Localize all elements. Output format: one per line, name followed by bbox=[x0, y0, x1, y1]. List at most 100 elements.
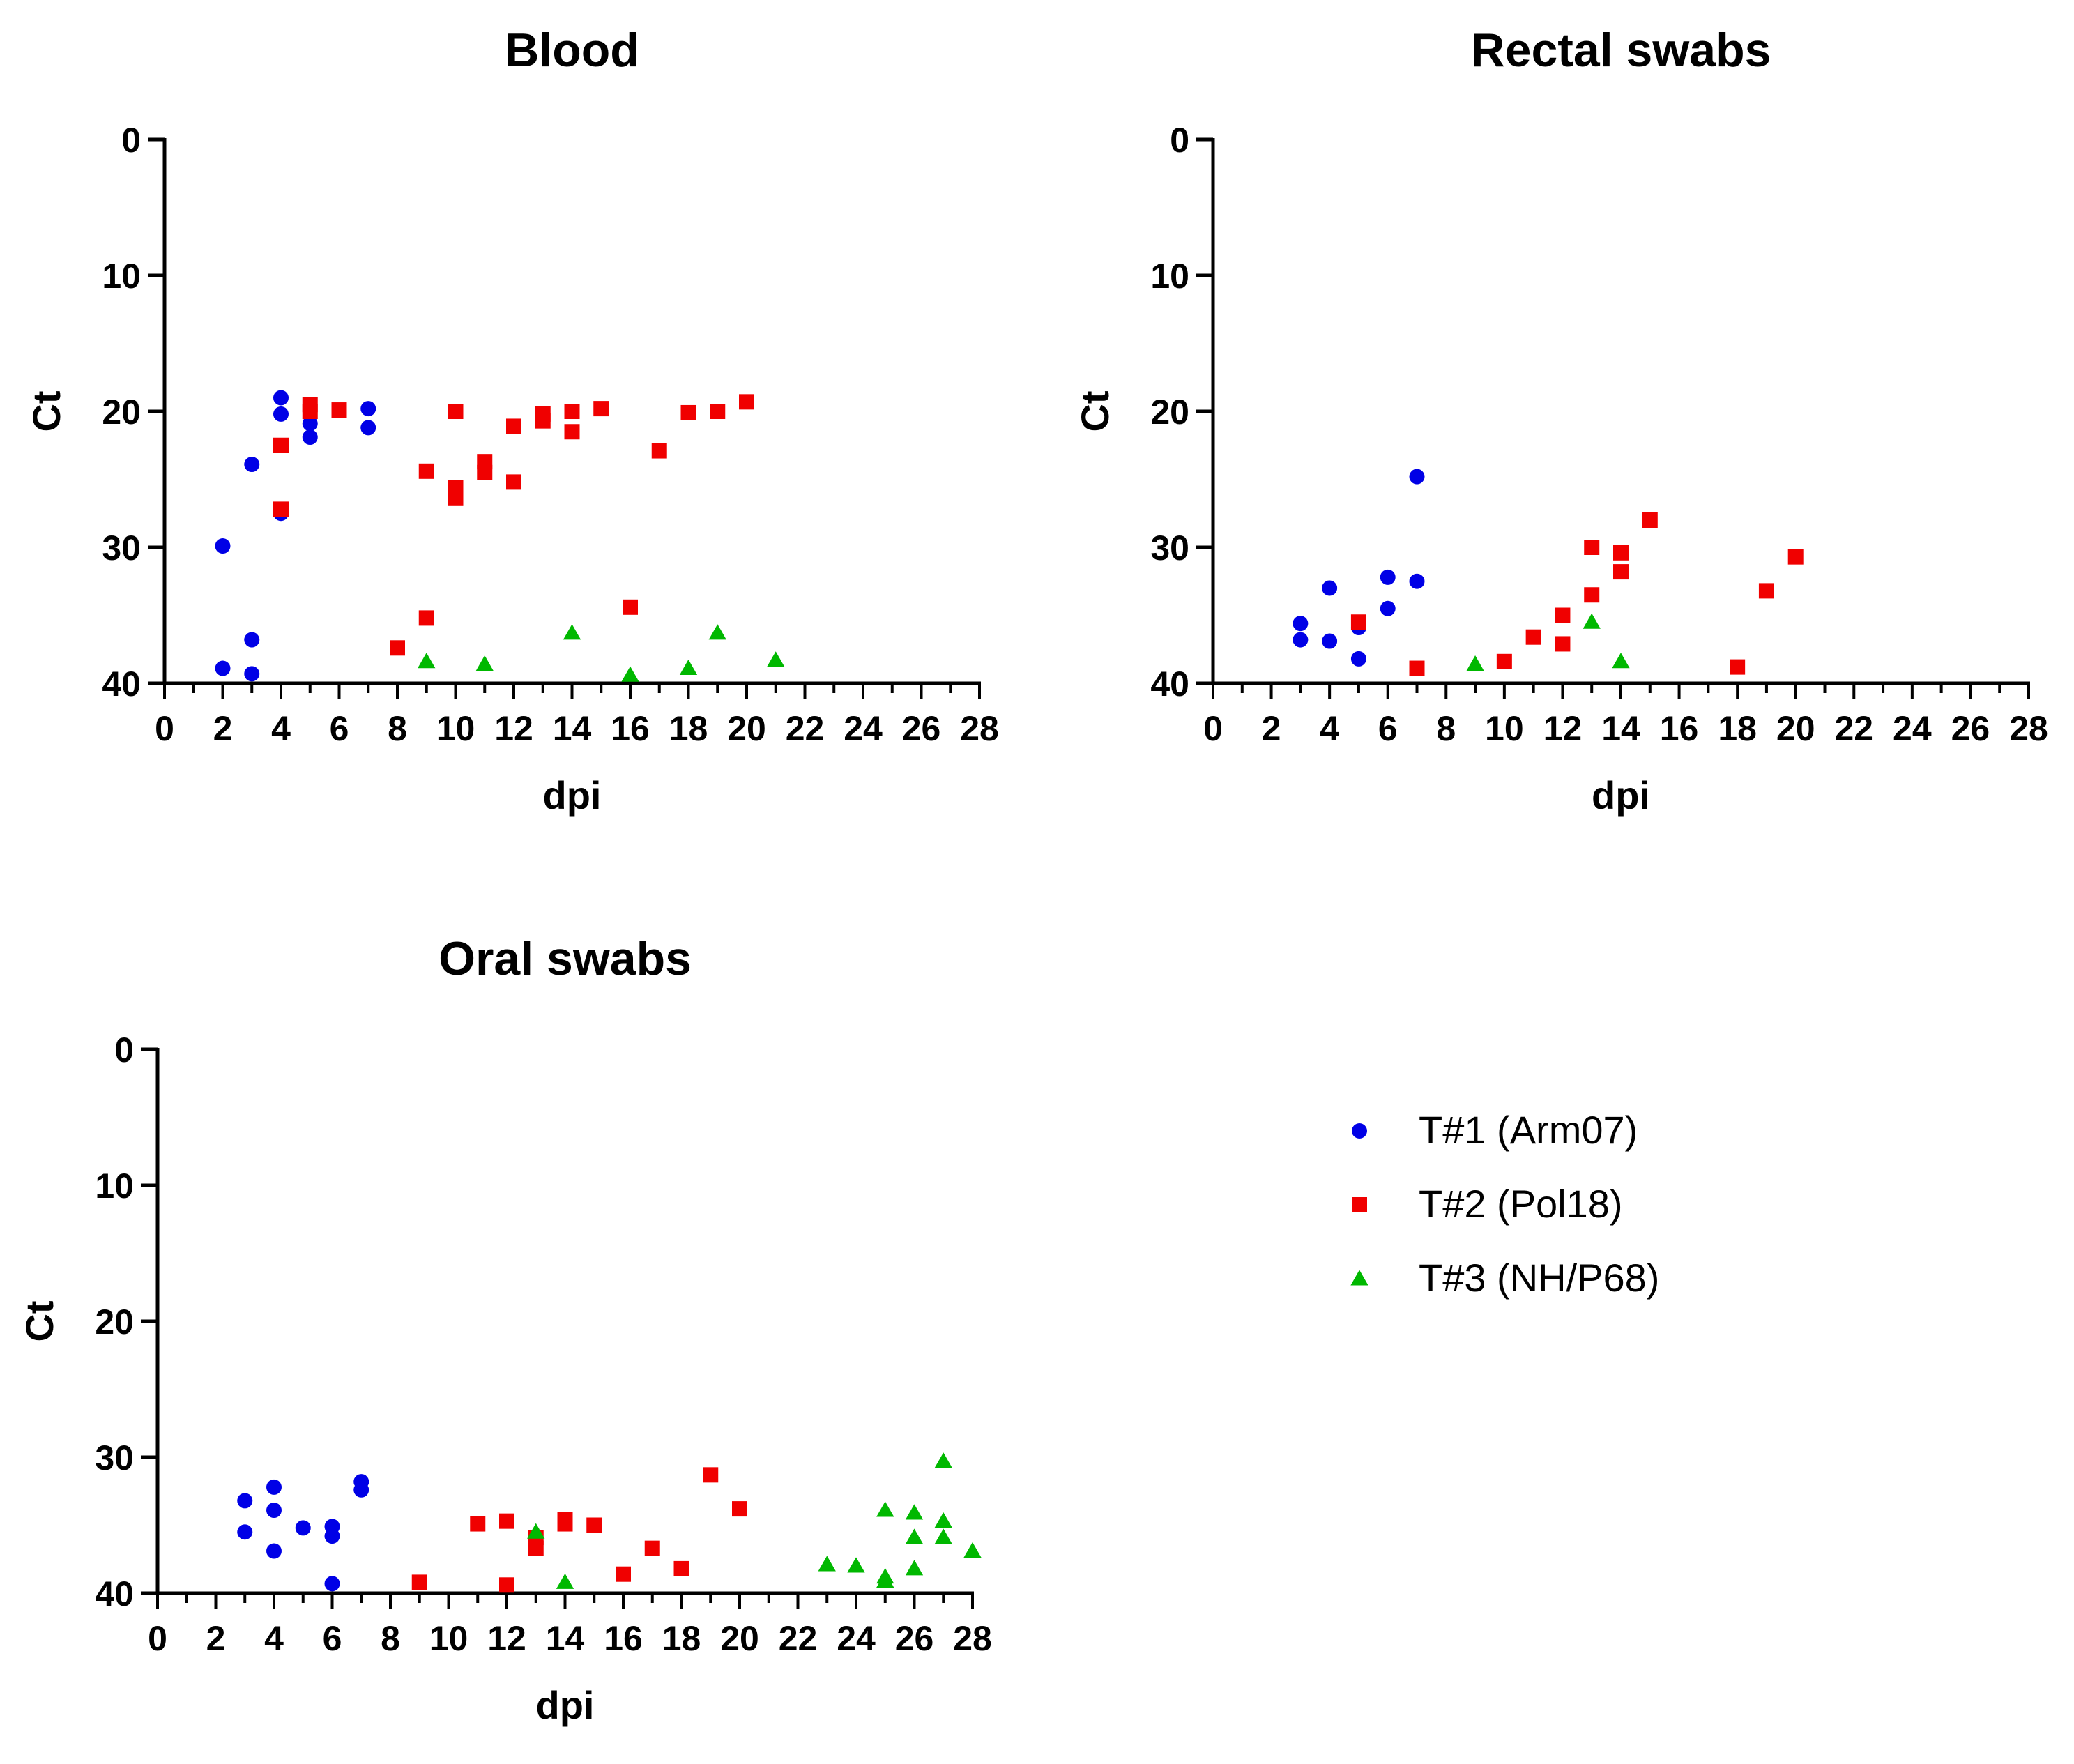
data-point-t3 bbox=[905, 1560, 924, 1576]
legend-item-t1: T#1 (Arm07) bbox=[1352, 1108, 1638, 1152]
data-point-t2 bbox=[506, 418, 521, 434]
data-point-t2 bbox=[703, 1467, 719, 1483]
x-tick-label: 10 bbox=[429, 1619, 468, 1658]
y-tick-label: 10 bbox=[102, 257, 141, 296]
data-point-t1 bbox=[215, 538, 231, 554]
data-point-t1 bbox=[1322, 633, 1338, 649]
x-tick-label: 22 bbox=[786, 709, 825, 748]
legend-marker-square bbox=[1352, 1197, 1367, 1212]
data-point-t1 bbox=[1350, 651, 1366, 667]
data-point-t1 bbox=[273, 390, 289, 406]
x-tick-label: 16 bbox=[1660, 709, 1699, 748]
data-point-t2 bbox=[1555, 636, 1571, 652]
x-tick-label: 8 bbox=[388, 709, 407, 748]
series-t1 bbox=[215, 390, 376, 682]
x-tick-label: 6 bbox=[323, 1619, 342, 1658]
legend-label-t3: T#3 (NH/P68) bbox=[1419, 1256, 1659, 1300]
data-point-t3 bbox=[963, 1542, 982, 1558]
data-point-t1 bbox=[237, 1493, 253, 1509]
data-point-t3 bbox=[876, 1501, 894, 1517]
data-point-t1 bbox=[1380, 569, 1396, 585]
data-point-t3 bbox=[621, 666, 639, 682]
x-tick-label: 0 bbox=[155, 709, 174, 748]
legend-square-icon bbox=[1352, 1197, 1367, 1212]
data-point-t2 bbox=[390, 640, 405, 656]
x-tick-label: 2 bbox=[1262, 709, 1281, 748]
data-point-t2 bbox=[1350, 614, 1366, 630]
x-tick-label: 28 bbox=[960, 709, 999, 748]
x-tick-label: 24 bbox=[1893, 709, 1932, 748]
data-point-t1 bbox=[266, 1503, 282, 1519]
y-tick-label: 0 bbox=[121, 121, 141, 160]
series-t2 bbox=[411, 1467, 747, 1593]
data-point-t1 bbox=[266, 1479, 282, 1495]
y-tick-label: 10 bbox=[95, 1166, 134, 1206]
data-point-t2 bbox=[499, 1577, 514, 1593]
legend-circle-icon bbox=[1352, 1123, 1367, 1139]
data-point-t1 bbox=[1322, 580, 1338, 596]
data-point-t1 bbox=[244, 666, 260, 682]
x-tick-label: 26 bbox=[902, 709, 941, 748]
legend: T#1 (Arm07) T#2 (Pol18) T#3 (NH/P68) bbox=[1350, 1108, 1659, 1300]
chart-title: Oral swabs bbox=[439, 932, 692, 985]
data-point-t2 bbox=[1613, 545, 1629, 561]
data-point-t1 bbox=[215, 660, 231, 676]
x-axis-label: dpi bbox=[1592, 773, 1650, 817]
data-point-t1 bbox=[244, 457, 260, 473]
y-axis-label: Ct bbox=[24, 390, 68, 432]
data-point-t1 bbox=[1409, 469, 1425, 485]
legend-label-t2: T#2 (Pol18) bbox=[1419, 1182, 1623, 1226]
x-tick-label: 20 bbox=[727, 709, 766, 748]
x-tick-label: 0 bbox=[1203, 709, 1223, 748]
data-point-t2 bbox=[739, 394, 754, 410]
data-point-t1 bbox=[1293, 616, 1309, 632]
data-point-t1 bbox=[360, 420, 376, 436]
series-t2 bbox=[273, 394, 754, 656]
data-point-t2 bbox=[506, 474, 521, 490]
data-point-t2 bbox=[411, 1574, 427, 1590]
x-tick-label: 6 bbox=[330, 709, 349, 748]
x-tick-label: 4 bbox=[264, 1619, 284, 1658]
data-point-t1 bbox=[266, 1543, 282, 1559]
data-point-t2 bbox=[1584, 540, 1600, 555]
data-point-t2 bbox=[448, 404, 464, 419]
data-point-t2 bbox=[1642, 512, 1658, 528]
data-point-t2 bbox=[331, 402, 347, 418]
data-point-t2 bbox=[477, 464, 493, 480]
y-tick-label: 10 bbox=[1150, 257, 1189, 296]
data-point-t2 bbox=[1496, 653, 1512, 669]
x-tick-label: 12 bbox=[1543, 709, 1583, 748]
y-tick-label: 20 bbox=[102, 393, 141, 432]
data-point-t2 bbox=[528, 1540, 544, 1556]
series-t1 bbox=[1293, 469, 1425, 667]
data-point-t2 bbox=[418, 610, 434, 626]
data-point-t2 bbox=[1758, 583, 1774, 599]
x-tick-label: 26 bbox=[895, 1619, 934, 1658]
data-point-t1 bbox=[360, 401, 376, 417]
data-point-t3 bbox=[1612, 653, 1630, 669]
data-point-t2 bbox=[1787, 549, 1804, 565]
x-tick-label: 14 bbox=[546, 1619, 585, 1658]
data-point-t2 bbox=[616, 1566, 631, 1582]
data-point-t2 bbox=[1555, 607, 1571, 623]
x-tick-label: 26 bbox=[1951, 709, 1990, 748]
x-tick-label: 12 bbox=[487, 1619, 526, 1658]
data-point-t2 bbox=[535, 413, 551, 429]
x-tick-label: 18 bbox=[1718, 709, 1757, 748]
data-point-t3 bbox=[1583, 613, 1601, 629]
x-tick-label: 2 bbox=[213, 709, 233, 748]
legend-marker-triangle bbox=[1350, 1270, 1368, 1286]
data-point-t2 bbox=[418, 463, 434, 479]
data-point-t3 bbox=[905, 1528, 924, 1544]
x-tick-label: 22 bbox=[779, 1619, 818, 1658]
series-t3 bbox=[418, 624, 785, 682]
data-point-t1 bbox=[353, 1482, 369, 1498]
x-tick-label: 10 bbox=[436, 709, 475, 748]
data-point-t3 bbox=[563, 624, 581, 640]
data-point-t1 bbox=[302, 416, 318, 432]
data-point-t1 bbox=[1380, 600, 1396, 616]
data-point-t3 bbox=[556, 1573, 574, 1589]
data-point-t1 bbox=[237, 1524, 253, 1540]
y-tick-label: 30 bbox=[1150, 529, 1189, 568]
